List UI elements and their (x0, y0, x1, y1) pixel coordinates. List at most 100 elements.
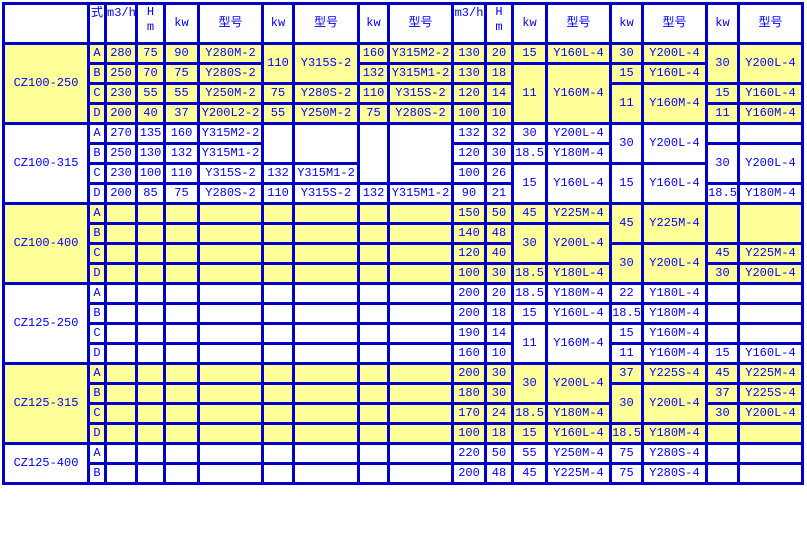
table-cell (163, 362, 200, 385)
table-cell (705, 322, 740, 345)
table-cell: 30 (511, 222, 548, 265)
table-cell: 15 (511, 422, 548, 445)
table-cell: 30 (609, 242, 644, 285)
table-cell (357, 222, 390, 245)
table-cell: Y160L-4 (545, 422, 612, 445)
table-cell: 30 (484, 382, 514, 405)
table-cell (292, 382, 360, 405)
table-cell (104, 222, 138, 245)
table-cell: Y200L-4 (737, 142, 804, 185)
table-cell (705, 202, 740, 245)
table-cell (387, 362, 454, 385)
table-cell (357, 302, 390, 325)
table-row: B 250 130 132 Y315M1-2 120 30 18.5 Y180M-4 30 Y200… (4, 142, 804, 185)
table-cell: 160 (357, 42, 390, 65)
table-row: CZ100-315 A 270 135 160 Y315M2-2 132 32 30 Y200L-… (2, 122, 804, 205)
table-cell (357, 442, 390, 465)
table-cell: 130 (451, 42, 487, 65)
table-cell: 18.5 (511, 282, 548, 305)
table-cell (387, 342, 454, 365)
table-cell (357, 242, 390, 265)
header-cell: kw (163, 2, 200, 45)
impeller-type-cell: D (87, 262, 107, 285)
table-cell: 55 (511, 442, 548, 465)
table-cell (104, 342, 138, 365)
table-cell (261, 342, 295, 365)
table-cell: Y280S-4 (641, 462, 708, 485)
impeller-type-cell: D (87, 182, 107, 205)
table-cell (197, 202, 264, 225)
table-row: D 100 18 15 Y160L-4 18.5 Y180M-4 (4, 422, 804, 445)
table-cell: 30 (484, 262, 514, 285)
table-cell (387, 282, 454, 305)
table-cell: 30 (705, 42, 740, 85)
impeller-type-cell: A (87, 282, 107, 305)
impeller-type-cell: B (87, 462, 107, 485)
table-cell (292, 282, 360, 305)
header-cell (2, 2, 90, 45)
table-cell: 110 (261, 182, 295, 205)
table-cell: 32 (484, 122, 514, 145)
table-cell: 75 (135, 42, 166, 65)
table-cell (163, 322, 200, 345)
table-cell: 132 (451, 122, 487, 145)
table-row: CZ100-400 A 150 50 45 Y225M-4 45 Y225M-4 (2, 202, 804, 285)
table-cell (135, 242, 166, 265)
table-cell: 100 (451, 102, 487, 125)
table-cell: Y160L-4 (641, 62, 708, 85)
table-cell: 21 (484, 182, 514, 205)
table-cell (163, 202, 200, 225)
table-cell (292, 442, 360, 465)
header-text: m (495, 20, 503, 34)
table-cell: Y160L-4 (737, 82, 804, 105)
table-cell: 15 (511, 302, 548, 325)
table-cell: 30 (484, 142, 514, 165)
table-row: B 250 70 75 Y280S-2 132 Y315M1-2 130 18 11 Y160M-4… (4, 62, 803, 125)
table-cell: 75 (609, 462, 644, 485)
table-cell: 24 (484, 402, 514, 425)
table-cell: Y280M-2 (197, 42, 264, 65)
table-cell: 20 (484, 42, 514, 65)
table-cell: 132 (357, 182, 390, 205)
table-cell: Y160L-4 (737, 342, 804, 365)
table-cell: Y280S-2 (197, 62, 264, 85)
table-cell (737, 302, 804, 325)
table-cell (387, 222, 454, 245)
table-cell: 45 (511, 462, 548, 485)
table-cell (292, 262, 360, 285)
table-cell (261, 202, 295, 225)
table-cell: 190 (451, 322, 487, 345)
table-cell: 90 (163, 42, 200, 65)
table-cell (292, 422, 360, 445)
table-row: CZ100-250 A 280 75 90 Y280M-2 110 Y315S-2 160 Y31… (2, 42, 804, 125)
table-cell: Y200L2-2 (197, 102, 264, 125)
table-cell: 18 (484, 422, 514, 445)
table-cell: Y225M-4 (641, 202, 708, 245)
table-cell: 85 (135, 182, 166, 205)
table-row: B 140 48 30 Y200L-4 (4, 222, 803, 265)
table-cell (197, 242, 264, 265)
table-cell: Y180L-4 (641, 282, 708, 305)
table-cell (357, 402, 390, 425)
table-cell (104, 442, 138, 465)
table-cell (357, 462, 390, 485)
table-cell: Y225M-4 (545, 462, 612, 485)
table-cell (104, 382, 138, 405)
table-cell (261, 442, 295, 465)
table-cell (705, 282, 740, 305)
header-text: H (495, 5, 503, 20)
table-cell: 11 (609, 342, 644, 365)
table-cell: Y180M-4 (641, 302, 708, 325)
impeller-type-cell: C (87, 402, 107, 425)
table-cell (163, 242, 200, 265)
table-cell: 15 (609, 162, 644, 205)
table-cell: Y180M-4 (545, 142, 612, 165)
table-cell: 11 (609, 82, 644, 125)
table-cell (261, 402, 295, 425)
table-cell (387, 382, 454, 405)
table-cell: 130 (135, 142, 166, 165)
table-cell: Y315S-2 (292, 42, 360, 85)
table-cell (135, 282, 166, 305)
table-cell: 15 (609, 322, 644, 345)
